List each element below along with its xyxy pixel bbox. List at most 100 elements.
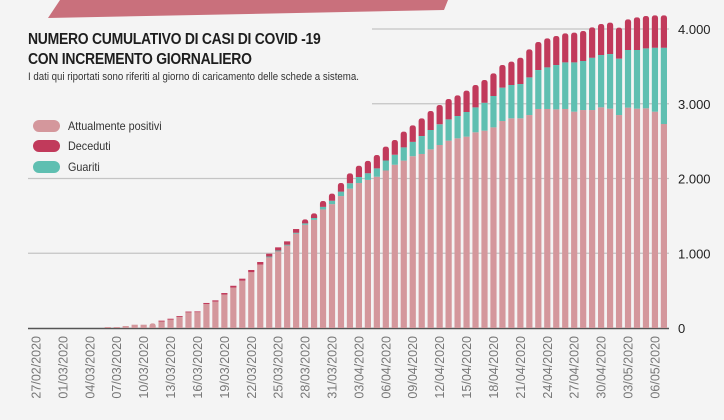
bar-segment-deceduti [562,33,569,63]
bar-segment-guariti [328,200,336,205]
bar-segment-positivi [346,188,354,328]
bar-segment-guariti [382,160,389,171]
bar-segment-guariti [571,62,578,112]
bar-segment-positivi [239,280,246,328]
legend-swatch-deceduti [33,140,60,152]
bar-segment-positivi [436,145,443,328]
x-tick-label: 19/03/2020 [218,336,232,399]
bar-segment-positivi [266,256,273,328]
bar-segment-positivi [302,224,309,328]
bar-segment-positivi [615,115,623,328]
bar-segment-deceduti [257,261,264,265]
x-tick-label: 12/04/2020 [433,336,447,399]
x-tick-label: 27/04/2020 [568,336,582,399]
bar-segment-deceduti [319,200,327,207]
y-tick-label: 0 [678,321,685,336]
bar-segment-positivi [230,287,237,328]
bar-segment-deceduti [248,269,255,273]
bar-segment-deceduti [355,165,363,178]
bar-segment-guariti [373,168,380,177]
bar-segment-guariti [651,47,659,112]
bar-segment-positivi [337,196,345,328]
bar-segment-deceduti [409,125,416,142]
bar-segment-guariti [499,87,506,122]
bar-segment-guariti [562,62,569,109]
x-axis-ticks: 27/02/2020 01/03/2020 04/03/2020 07/03/2020… [30,336,663,399]
bar-segment-guariti [508,84,515,119]
bar-segment-deceduti [445,99,452,120]
bar-segment-deceduti [239,278,246,281]
chart-title-line1: NUMERO CUMULATIVO DI CASI DI COVID -19 [28,31,321,48]
bar-segment-positivi [293,233,300,328]
bar-segment-guariti [526,77,533,116]
bar-segment-deceduti [400,131,407,148]
bar-segment-positivi [275,250,282,328]
bar-segment-deceduti [589,27,596,58]
bar-segment-deceduti [212,300,219,302]
bar-segment-guariti [517,84,524,119]
bar-segment-positivi [463,136,470,328]
bar-segment-positivi [122,326,129,328]
bar-segment-deceduti [651,15,659,48]
bar-segment-guariti [346,183,354,189]
bar-segment-deceduti [221,293,228,295]
bar-segment-deceduti [544,38,551,68]
bar-segment-guariti [266,256,273,258]
bar-segment-deceduti [508,61,515,85]
bar-segment-deceduti [284,241,291,245]
x-tick-label: 15/04/2020 [460,336,474,399]
bar-segment-positivi [472,132,479,328]
x-tick-label: 27/02/2020 [30,336,44,399]
header-banner [48,0,448,18]
x-tick-label: 18/04/2020 [487,336,501,399]
x-tick-label: 13/03/2020 [164,336,178,399]
bar-segment-guariti [606,54,614,109]
bar-segment-deceduti [580,31,587,61]
bar-segment-deceduti [230,285,237,288]
x-tick-label: 01/03/2020 [56,336,70,399]
bar-segment-positivi [660,124,667,328]
x-tick-label: 03/05/2020 [622,336,636,399]
bar-segment-deceduti [499,65,506,88]
bar-segment-positivi [167,318,174,328]
bar-segment-positivi [221,294,228,328]
bar-segment-positivi [149,323,156,328]
bar-segment-guariti [615,58,623,116]
chart-title-line2: CON INCREMENTO GIORNALIERO [28,51,252,68]
bar-segment-positivi [176,316,183,328]
bar-segment-deceduti [364,160,371,174]
bar-segment-guariti [472,107,479,133]
bars [104,15,667,329]
bar-segment-positivi [553,109,560,328]
bar-segment-deceduti [176,316,183,317]
bar-segment-positivi [544,108,551,328]
bar-segment-positivi [104,327,111,328]
bar-segment-positivi [248,272,255,328]
bar-segment-deceduti [463,90,470,112]
y-tick-label: 1.000 [678,246,711,261]
bar-segment-positivi [158,320,165,328]
legend-label-deceduti: Deceduti [68,139,111,153]
bar-segment-deceduti [310,213,318,218]
x-tick-label: 21/04/2020 [514,336,528,399]
bar-segment-deceduti [328,193,336,201]
bar-segment-positivi [391,164,398,328]
bar-segment-guariti [409,141,416,157]
bar-segment-deceduti [660,15,667,48]
bar-segment-positivi [257,264,264,328]
y-tick-label: 2.000 [678,172,711,187]
bar-segment-guariti [642,48,650,109]
bar-segment-guariti [436,124,443,146]
x-tick-label: 06/04/2020 [379,336,393,399]
x-tick-label: 30/04/2020 [595,336,609,399]
bar-segment-deceduti [203,302,210,305]
bar-segment-positivi [185,312,192,328]
bar-segment-positivi [490,127,497,328]
y-axis-ticks: 0 1.000 2.000 3.000 4.000 [678,22,711,336]
bar-segment-guariti [391,154,398,165]
bar-segment-guariti [284,244,291,246]
legend-item-deceduti: Deceduti [33,139,115,153]
bar-segment-positivi [131,324,138,328]
bar-segment-guariti [445,119,452,141]
y-tick-label: 4.000 [678,22,711,37]
